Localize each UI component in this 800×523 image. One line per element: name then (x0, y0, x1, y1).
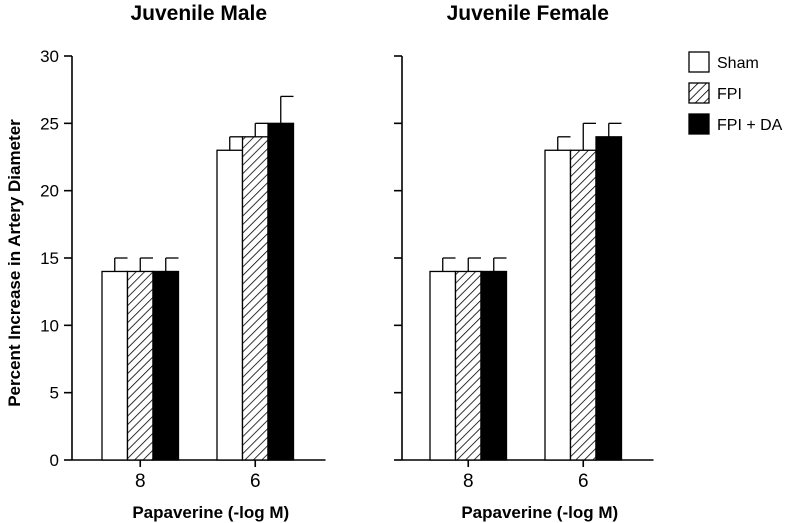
legend-swatch-sham (688, 51, 710, 73)
y-tick-label: 0 (50, 451, 59, 470)
x-axis-label: Papaverine (-log M) (461, 503, 618, 522)
panel-2: Juvenile Female 8 6 Papaverine (-log M) (394, 2, 654, 522)
y-tick-label: 25 (40, 114, 59, 133)
legend-label-fpi: FPI (717, 86, 742, 103)
x-tick-label: 6 (250, 471, 261, 492)
x-tick-label: 6 (578, 471, 589, 492)
legend: Sham FPI FPI + DA (688, 51, 783, 135)
panel-title: Juvenile Female (447, 2, 609, 25)
legend-swatch-fpi-da (688, 113, 710, 135)
x-tick-label: 8 (463, 471, 474, 492)
bar-sham-6 (216, 149, 244, 461)
y-tick-label: 10 (40, 316, 59, 335)
bar-fpi-da-8 (480, 270, 508, 461)
bar-sham-8 (101, 270, 129, 461)
x-axis-label: Papaverine (-log M) (132, 503, 289, 522)
legend-label-fpi-da: FPI + DA (717, 117, 783, 134)
y-axis-label: Percent Increase in Artery Diameter (5, 119, 24, 407)
legend-swatch-fpi (688, 82, 710, 104)
bar-fpi-6 (569, 149, 597, 461)
y-tick-label: 20 (40, 182, 59, 201)
y-tick-label: 5 (50, 384, 59, 403)
bar-fpi-da-6 (267, 122, 295, 461)
y-tick-label: 30 (40, 47, 59, 66)
panel-title: Juvenile Male (130, 2, 267, 25)
panel-1: Juvenile Male 0 5 10 15 20 25 30 8 6 Papaverine (-… (5, 2, 326, 522)
bar-sham-6 (544, 149, 572, 461)
y-tick-label: 15 (40, 249, 59, 268)
bar-fpi-da-8 (152, 270, 180, 461)
bar-fpi-6 (241, 136, 269, 461)
bar-sham-8 (429, 270, 457, 461)
bar-fpi-8 (126, 270, 154, 461)
legend-label-sham: Sham (717, 55, 759, 72)
bar-fpi-8 (454, 270, 482, 461)
x-tick-label: 8 (135, 471, 146, 492)
bar-fpi-da-6 (595, 136, 623, 461)
